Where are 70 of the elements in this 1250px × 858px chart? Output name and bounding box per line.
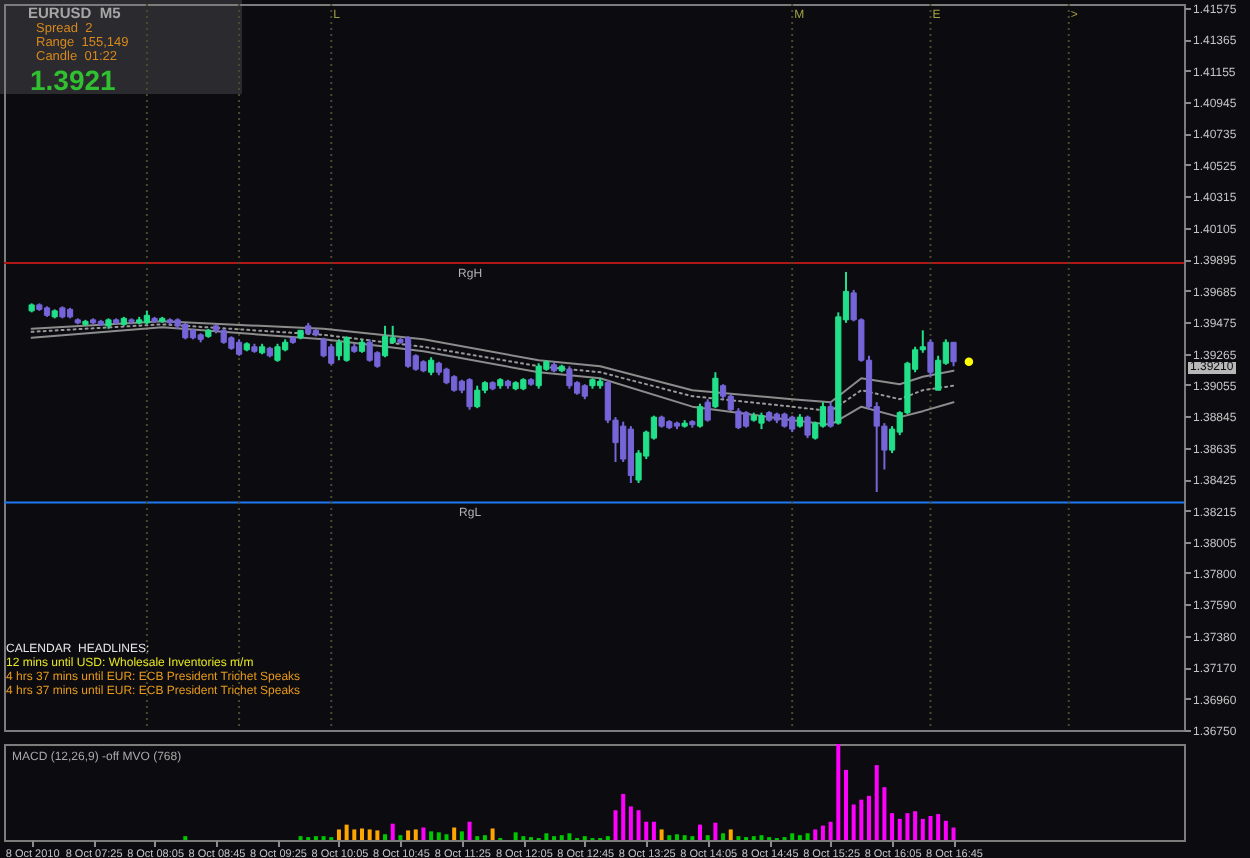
- candlestick: [381, 324, 389, 359]
- candlestick: [827, 401, 834, 429]
- bar: [805, 833, 810, 840]
- bar: [843, 769, 848, 840]
- bar: [936, 814, 941, 840]
- candlestick: [696, 402, 704, 429]
- bar: [513, 832, 518, 840]
- bar: [367, 829, 372, 840]
- bar: [951, 827, 956, 840]
- bar: [928, 816, 933, 840]
- bar: [820, 825, 825, 840]
- bar: [790, 833, 795, 840]
- bar: [336, 829, 341, 840]
- bar: [452, 827, 457, 840]
- bar: [897, 818, 902, 840]
- bar: [674, 834, 679, 840]
- candlestick: [343, 335, 350, 363]
- bar: [836, 744, 841, 840]
- bar: [352, 829, 357, 840]
- bar: [429, 831, 434, 840]
- bar: [890, 813, 895, 840]
- bar: [344, 824, 349, 840]
- candlestick: [474, 384, 481, 410]
- bar: [651, 821, 656, 840]
- candlestick: [466, 377, 473, 411]
- bar: [913, 811, 918, 840]
- bar: [383, 834, 388, 840]
- bar: [436, 832, 441, 840]
- bar: [421, 827, 426, 840]
- candlestick: [535, 362, 542, 390]
- candlestick: [404, 335, 412, 369]
- bar: [621, 793, 626, 840]
- bar: [943, 820, 948, 840]
- bar: [813, 829, 818, 840]
- bar: [375, 830, 380, 840]
- bar: [859, 799, 864, 840]
- bar: [905, 813, 910, 840]
- bar: [544, 833, 549, 840]
- bar: [459, 831, 464, 840]
- bar: [467, 821, 472, 840]
- candlestick: [704, 398, 711, 423]
- candlestick: [320, 336, 327, 359]
- bar: [721, 833, 726, 840]
- bar: [390, 823, 395, 840]
- bar: [698, 824, 703, 840]
- bar: [636, 810, 641, 840]
- bar: [444, 834, 449, 840]
- bar: [406, 830, 411, 840]
- candlestick: [712, 371, 719, 410]
- bar: [713, 822, 718, 840]
- bar: [628, 806, 633, 840]
- bar: [359, 828, 364, 840]
- bar: [567, 833, 572, 840]
- candlestick: [566, 365, 573, 390]
- candlestick: [950, 341, 957, 368]
- bar: [851, 804, 856, 840]
- candlestick: [328, 342, 335, 366]
- annotation: 1.3921: [30, 64, 116, 96]
- candlestick: [927, 338, 934, 378]
- bar: [728, 829, 733, 840]
- candlestick: [366, 338, 373, 363]
- bar: [659, 829, 664, 840]
- bar: [920, 818, 925, 840]
- bar: [867, 795, 872, 840]
- bar: [413, 829, 418, 840]
- candlestick: [335, 338, 343, 362]
- line-series: [30, 326, 955, 426]
- candlestick: [627, 425, 634, 485]
- bar: [874, 765, 879, 840]
- bar: [490, 828, 495, 840]
